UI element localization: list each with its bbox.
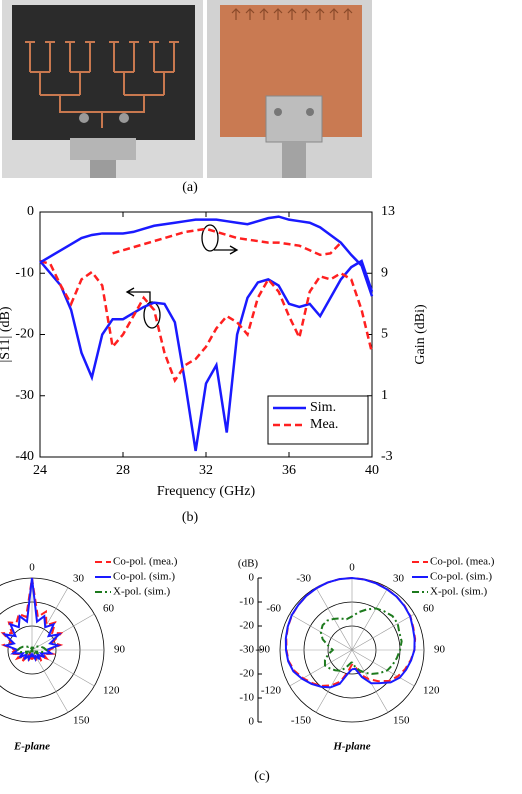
- radial-axis-label: (dB): [238, 558, 259, 570]
- angle-label: 90: [434, 644, 446, 656]
- radial-tick-label: -20: [239, 620, 254, 632]
- caption: (c): [254, 769, 270, 784]
- grid-spoke: [351, 649, 389, 713]
- angle-label: -60: [266, 603, 281, 615]
- legend-label: Mea.: [310, 417, 338, 432]
- series-line: [2, 577, 62, 663]
- x-axis-label: Frequency (GHz): [157, 484, 256, 499]
- radial-tick-label: -30: [239, 644, 254, 656]
- x-tick-label: 24: [33, 463, 47, 478]
- y-tick-label: -10: [15, 265, 34, 280]
- legend-label: X-pol. (sim.): [430, 586, 487, 598]
- angle-label: 120: [423, 685, 440, 697]
- angle-label: 150: [393, 715, 410, 727]
- angle-label: -120: [261, 685, 282, 697]
- grid-spoke: [31, 649, 69, 713]
- y2-axis-label: Gain (dBi): [413, 304, 428, 365]
- y-axis-label: |S11| (dB): [0, 306, 13, 362]
- grid-spoke: [351, 613, 415, 651]
- angle-label: -90: [255, 644, 270, 656]
- y-tick-label: -40: [15, 449, 34, 464]
- legend-label: X-pol. (sim.): [113, 586, 170, 598]
- angle-label: 0: [349, 562, 355, 574]
- radial-tick-label: -10: [239, 596, 254, 608]
- grid-spoke: [31, 587, 69, 651]
- panel-title: E-plane: [13, 741, 50, 753]
- y2-tick-label: -3: [381, 449, 393, 464]
- angle-label: 60: [103, 603, 115, 615]
- grid-spoke: [31, 613, 95, 651]
- angle-label: 120: [103, 685, 120, 697]
- angle-label: 30: [393, 573, 405, 585]
- angle-label: -30: [296, 573, 311, 585]
- angle-label: 30: [73, 573, 85, 585]
- legend-label: Co-pol. (mea.): [430, 556, 495, 568]
- y2-tick-label: 1: [381, 388, 388, 403]
- series-line: [284, 576, 416, 689]
- x-tick-label: 36: [282, 463, 296, 478]
- legend-label: Co-pol. (sim.): [430, 571, 492, 583]
- x-tick-label: 28: [116, 463, 130, 478]
- caption: (a): [182, 180, 198, 195]
- legend-label: Co-pol. (sim.): [113, 571, 175, 583]
- radial-tick-label: -10: [239, 692, 254, 704]
- photo-front: [2, 0, 203, 178]
- legend-box: [267, 395, 369, 445]
- series-line: [16, 644, 48, 655]
- grid-spoke: [351, 649, 415, 687]
- legend-label: Sim.: [310, 400, 336, 415]
- x-tick-label: 40: [365, 463, 379, 478]
- radial-tick-label: -20: [239, 668, 254, 680]
- series-line: [319, 607, 403, 675]
- y-tick-label: -30: [15, 388, 34, 403]
- grid-spoke: [315, 649, 353, 713]
- angle-label: 60: [423, 603, 435, 615]
- angle-label: -150: [291, 715, 312, 727]
- annotation-arrows: [125, 224, 239, 329]
- y2-tick-label: 5: [381, 327, 388, 342]
- radial-tick-label: 0: [249, 716, 255, 728]
- grid-spoke: [351, 587, 389, 651]
- y2-tick-label: 13: [381, 204, 395, 219]
- angle-label: 90: [114, 644, 126, 656]
- series-line: [39, 215, 374, 297]
- y-tick-label: 0: [27, 204, 34, 219]
- photo-back: [207, 0, 372, 178]
- series-line: [39, 259, 374, 384]
- y-tick-label: -20: [15, 327, 34, 342]
- grid-spoke: [289, 649, 353, 687]
- angle-label: 0: [29, 562, 35, 574]
- radial-tick-label: 0: [249, 572, 255, 584]
- angle-label: 150: [73, 715, 90, 727]
- series-line: [112, 227, 342, 257]
- series-line: [39, 259, 374, 452]
- caption: (b): [182, 510, 199, 525]
- panel-title: H-plane: [332, 741, 370, 753]
- legend-label: Co-pol. (mea.): [113, 556, 178, 568]
- y2-tick-label: 9: [381, 265, 388, 280]
- x-tick-label: 32: [199, 463, 213, 478]
